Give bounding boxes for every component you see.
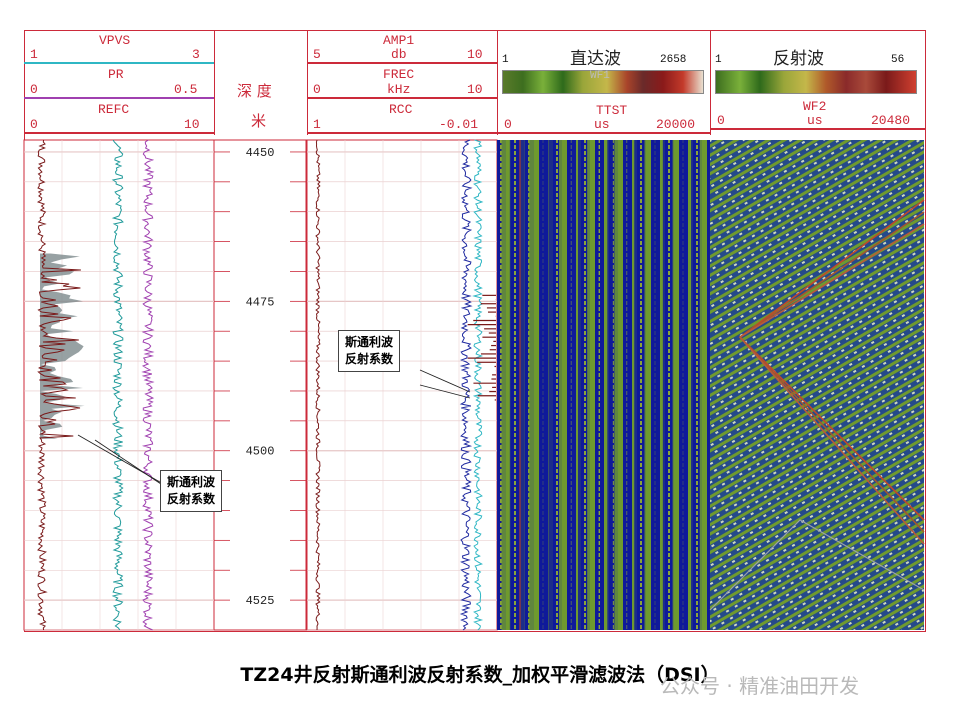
curve-frec [472,139,484,631]
callout-left: 斯通利波 反射系数 [160,470,223,512]
direct-wave-band [626,140,630,630]
track5-colorbar [715,70,917,94]
reflection-chevron [738,223,925,545]
callout-mid: 斯通利波 反射系数 [338,330,401,372]
direct-wave-band [691,140,696,630]
track5-title: 反射波 [773,49,824,69]
curve-frec-max: 10 [467,82,483,97]
track5-bar-max: 56 [891,54,905,66]
depth-tick-label: 4450 [246,146,275,160]
grid-layer [23,139,498,631]
curve-wf2-max: 20480 [871,113,911,128]
direct-wave-band [607,140,614,630]
track4-colorbar [502,70,704,94]
track4-header: 直达波 1 2658 WF1 TTST 0 us 20000 [497,30,711,135]
waveform-layer [497,140,925,630]
direct-wave-band [501,140,507,630]
curve-ttst-name: TTST [596,103,628,118]
track4-bar-min: 1 [502,54,509,66]
track3-header: AMP1 5 db 10 FREC 0 kHz 10 RCC 1 -0.01 [307,30,497,135]
curve-amp1 [315,139,321,631]
callout-arrow [419,384,471,399]
depth-tick-label: 4525 [246,594,275,608]
direct-wave-band [672,140,677,630]
direct-wave-band [680,140,687,630]
curve-refc-min: 0 [30,117,38,132]
curve-refc [36,139,81,631]
watermark: 公众号 · 精准油田开发 [660,674,860,698]
curve-amp1-max: 10 [467,47,483,62]
curve-rcc [459,139,473,631]
track4-wf-label: WF1 [590,70,610,82]
curve-layer [36,139,496,631]
curve-wf2-name: WF2 [803,99,827,114]
depth-label-2: 米 [251,112,267,130]
depth-ticks: 4450 4475 4500 4525 [246,146,275,608]
callout-left-line1: 斯通利波 [167,475,216,489]
direct-wave-band [548,140,554,630]
direct-wave-band [578,140,582,630]
direct-wave-band [509,140,514,630]
curve-pr-min: 0 [30,82,38,97]
curve-wf2-unit: us [807,113,823,128]
direct-wave-band [558,140,563,630]
curve-amp1-name: AMP1 [383,33,415,48]
depth-label-1: 深 度 [237,82,272,100]
direct-wave-band [634,140,639,630]
curve-vpvs-name: VPVS [99,33,131,48]
track4-title: 直达波 [570,49,621,69]
callout-mid-line2: 反射系数 [345,352,394,366]
reflection-chevron-lower [709,519,925,611]
direct-wave-band [652,140,659,630]
curve-ttst-unit: us [594,117,610,132]
curve-refc-max: 10 [184,117,200,132]
track5-header: 反射波 1 56 WF2 0 us 20480 [710,30,925,135]
reflected-wave-panel [710,140,924,630]
depth-tick-label: 4500 [246,445,275,459]
direct-wave-band [567,140,572,630]
track4-bar-max: 2658 [660,54,687,66]
track1-header: VPVS 1 3 PR 0 0.5 REFC 0 10 [24,30,214,135]
track-frame-3 [306,139,498,631]
direct-wave-band [662,140,667,630]
curve-ttst-min: 0 [504,117,512,132]
curve-refc-name: REFC [98,102,130,117]
track5-bar-min: 1 [715,54,722,66]
direct-wave-band [539,140,545,630]
curve-wf2-min: 0 [717,113,725,128]
depth-tick-label: 4475 [246,295,275,309]
curve-ttst-max: 20000 [656,117,696,132]
curve-vpvs-max: 3 [192,47,200,62]
curve-rcc-name: RCC [389,102,413,117]
direct-wave-band [699,140,706,630]
direct-wave-band [528,140,535,630]
callout-arrow [94,439,171,491]
direct-wave-band [520,140,525,630]
direct-wave-band [614,140,619,630]
curve-frec-min: 0 [313,82,321,97]
curve-frec-unit: kHz [387,82,411,97]
curve-amp1-min: 5 [313,47,321,62]
curve-pr-name: PR [108,67,124,82]
curve-amp1-unit: db [391,47,407,62]
direct-wave-band [644,140,649,630]
figure-caption: TZ24井反射斯通利波反射系数_加权平滑滤波法（DSI） [240,664,720,686]
callout-left-line2: 反射系数 [167,492,216,506]
callout-arrow [419,369,471,393]
curve-frec-name: FREC [383,67,415,82]
track-frame-2 [213,139,307,631]
curve-vpvs-min: 1 [30,47,38,62]
curve-vpvs [111,139,125,631]
callout-mid-line1: 斯通利波 [345,335,394,349]
direct-wave-band [595,140,599,630]
curve-pr [141,139,155,631]
depth-header: 深 度 米 [214,30,308,135]
curve-rcc-min: 1 [313,117,321,132]
curve-pr-max: 0.5 [174,82,198,97]
direct-wave-band [587,140,592,630]
refc-fill [40,253,85,439]
curve-rcc-max: -0.01 [439,117,479,132]
